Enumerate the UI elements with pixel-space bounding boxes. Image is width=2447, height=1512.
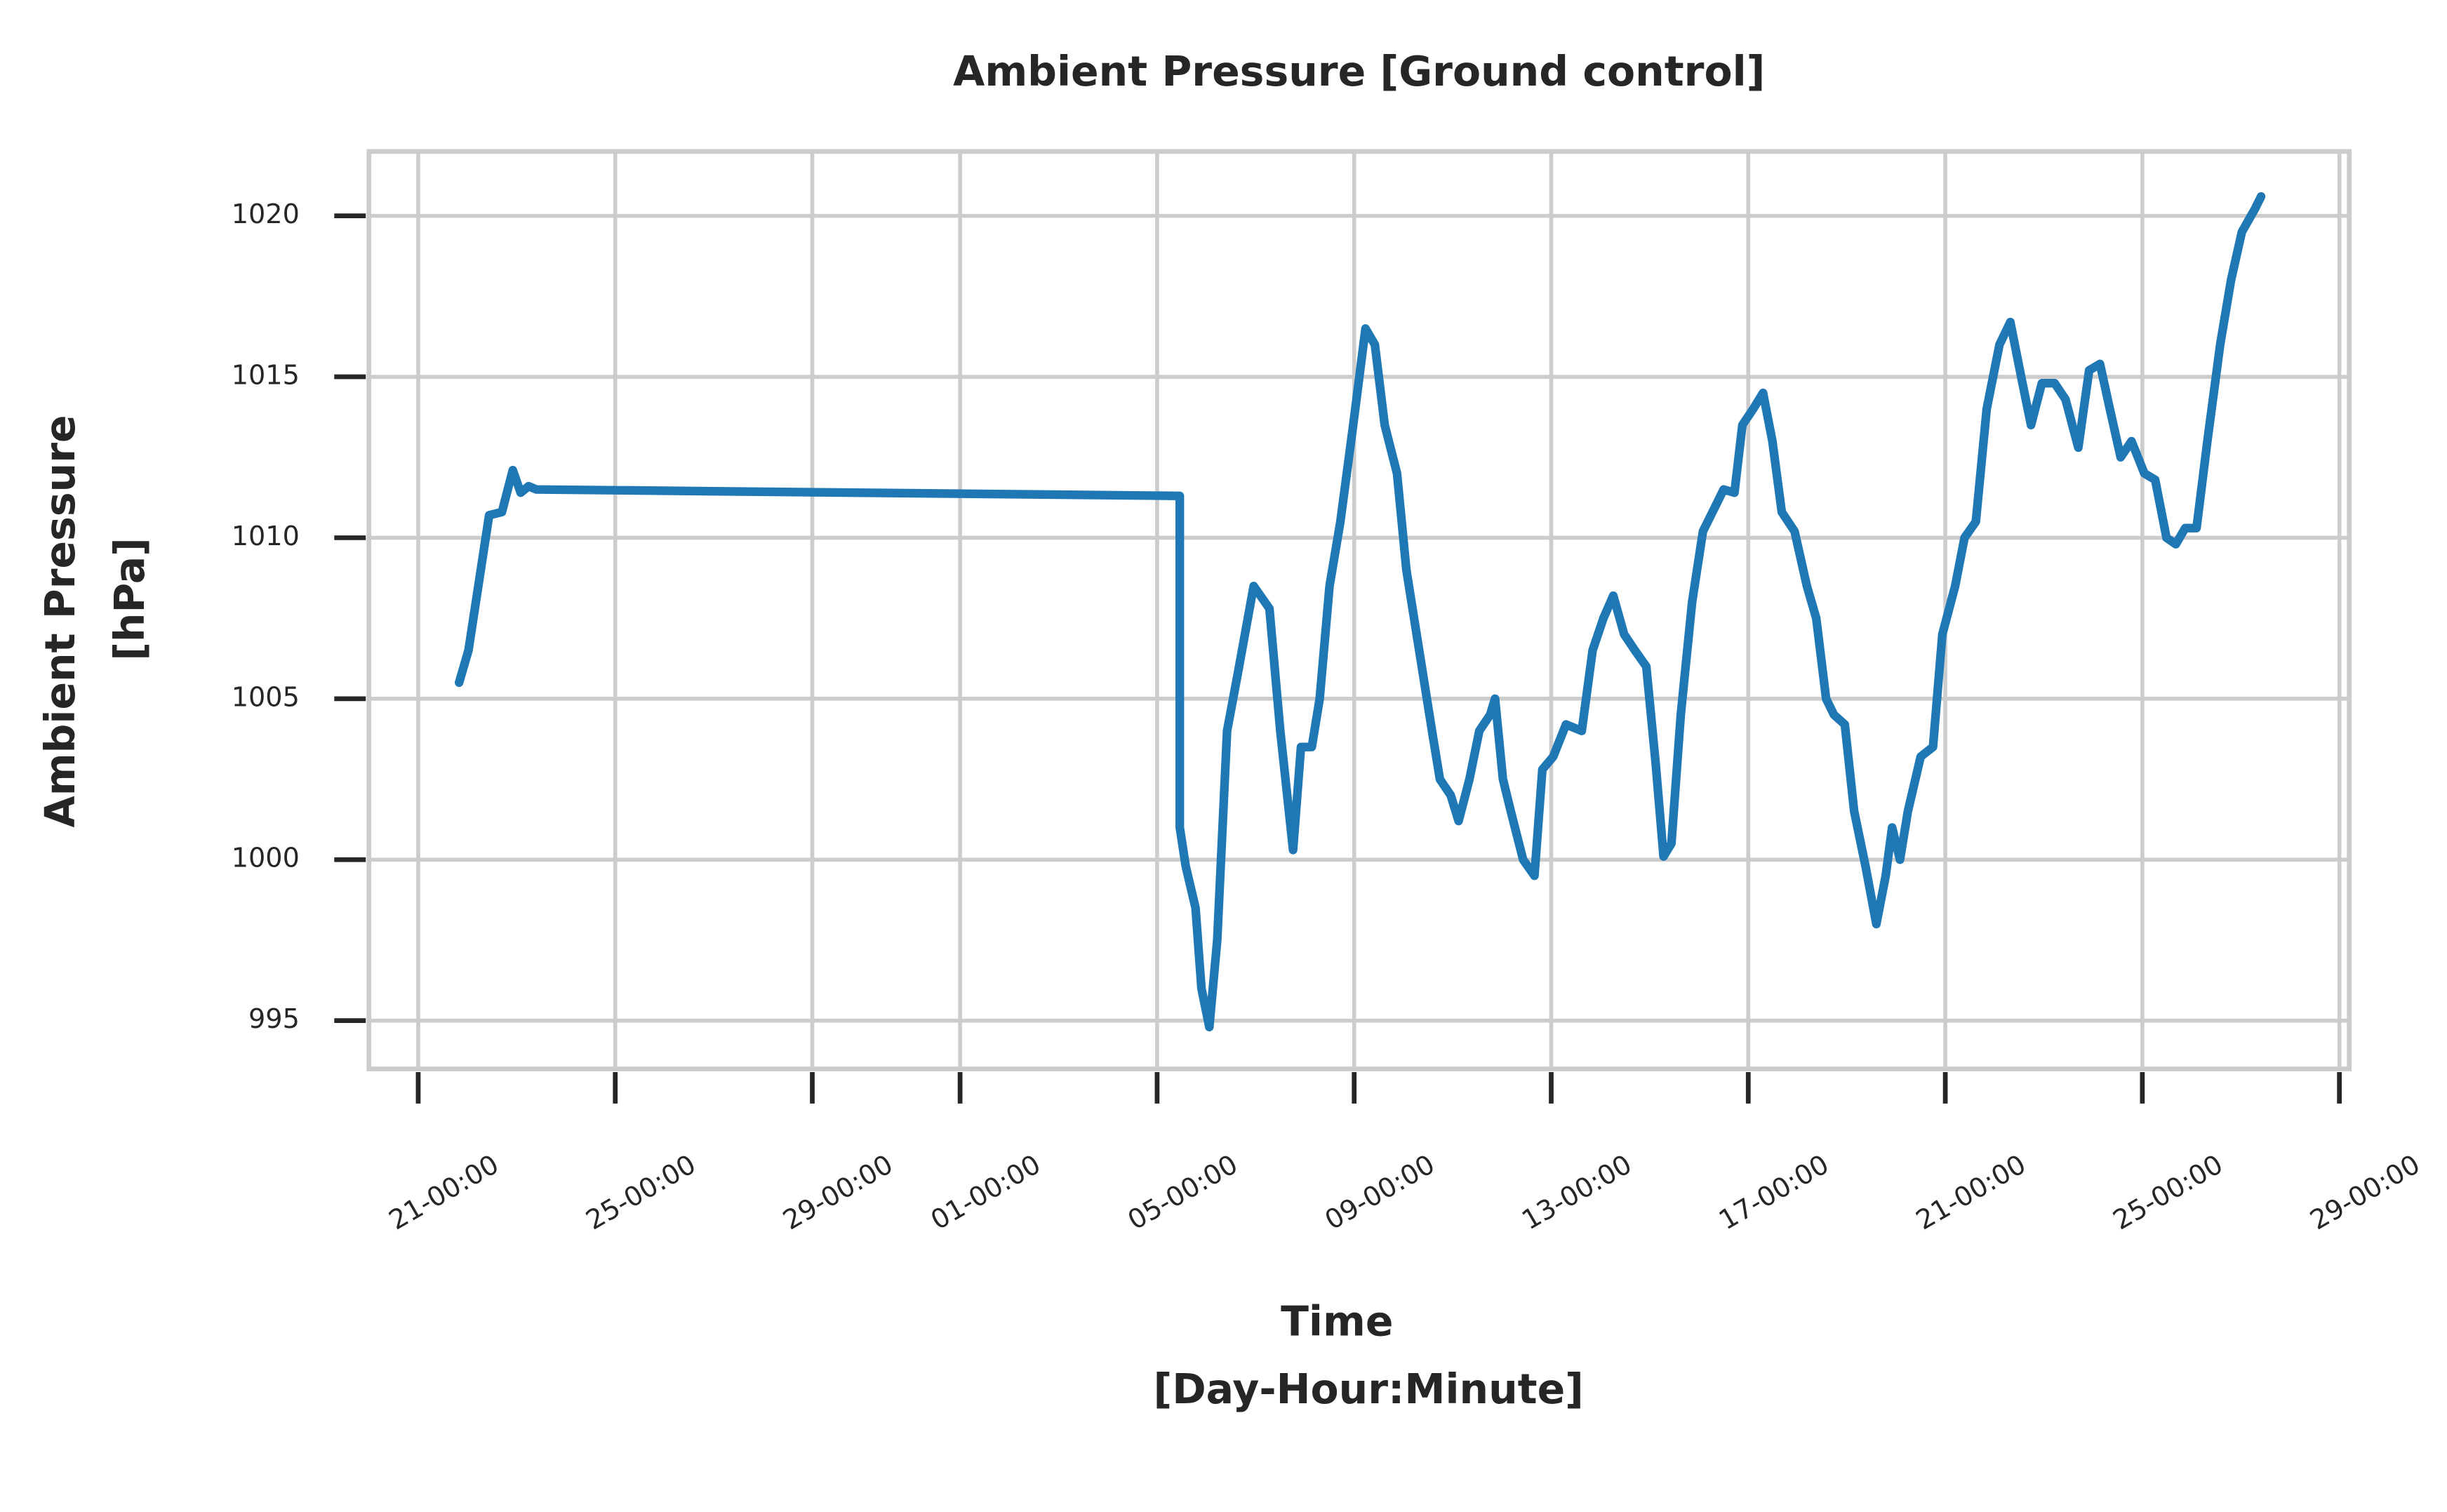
y-tick-label: 1005 [232, 682, 300, 713]
x-tick-label: 09-00:00 [1320, 1149, 1440, 1236]
x-axis-title: Time [1281, 1298, 1393, 1346]
x-tick-label: 25-00:00 [2108, 1149, 2228, 1236]
y-tick-label: 1010 [232, 521, 300, 552]
y-tick-label: 995 [248, 1004, 300, 1035]
y-tick-label: 1020 [232, 199, 300, 230]
x-tick-label: 13-00:00 [1517, 1149, 1637, 1236]
y-tick-label: 1000 [232, 843, 300, 874]
chart-title: Ambient Pressure [Ground control] [953, 48, 1765, 95]
x-tick-label: 17-00:00 [1714, 1149, 1834, 1236]
x-tick-label: 29-00:00 [2305, 1149, 2425, 1236]
x-tick-label: 29-00:00 [778, 1149, 898, 1236]
y-axis-title: Ambient Pressure [36, 415, 84, 827]
x-tick-label: 01-00:00 [926, 1149, 1046, 1236]
plot-frame [366, 149, 2352, 1071]
x-tick-label: 05-00:00 [1123, 1149, 1243, 1236]
x-axis-title: [Day-Hour:Minute] [1154, 1365, 1584, 1413]
y-tick-label: 1015 [232, 361, 300, 392]
x-tick-label: 21-00:00 [1911, 1149, 2031, 1236]
x-tick-label: 25-00:00 [581, 1149, 701, 1236]
x-tick-label: 21-00:00 [384, 1149, 504, 1236]
y-axis-title: [hPa] [106, 537, 154, 661]
data-line [455, 192, 2266, 1032]
